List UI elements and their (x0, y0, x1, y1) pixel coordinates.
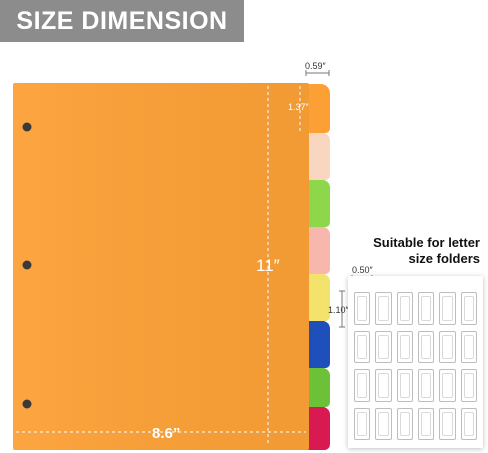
label-width-dimension-label: 0.50″ (352, 265, 373, 275)
divider-sheen (13, 83, 309, 450)
label-cell (354, 407, 371, 440)
label-cell (354, 330, 371, 363)
label-cell (439, 369, 456, 402)
binder-holes (22, 122, 32, 409)
label-cell (375, 369, 392, 402)
height-dimension-label: 11″ (256, 256, 280, 275)
label-grid (354, 292, 477, 440)
label-sheet (348, 276, 483, 448)
label-cell (354, 292, 371, 325)
label-cell (418, 369, 435, 402)
label-cell (439, 292, 456, 325)
label-info-text: Suitable for letter size folders (373, 235, 480, 267)
binder-hole-middle (22, 260, 32, 270)
label-cell (354, 369, 371, 402)
label-cell (418, 330, 435, 363)
label-info-line-1: Suitable for letter (373, 235, 480, 250)
tab-height-dimension-label: 1.37″ (288, 102, 309, 112)
label-cell (460, 330, 477, 363)
tab-width-dimension-label: 0.59″ (305, 61, 326, 71)
label-cell (460, 407, 477, 440)
label-cell (460, 369, 477, 402)
label-height-dimension-label: 1.10″ (328, 305, 349, 315)
page-title: SIZE DIMENSION (16, 6, 228, 35)
label-cell (439, 407, 456, 440)
dimension-guides (16, 86, 306, 446)
width-dimension-label: 8.6” (152, 425, 181, 442)
label-cell (460, 292, 477, 325)
label-info-line-2: size folders (408, 251, 480, 266)
binder-hole-bottom (22, 399, 32, 409)
label-cell (396, 292, 413, 325)
label-cell (418, 292, 435, 325)
label-cell (396, 330, 413, 363)
label-cell (396, 407, 413, 440)
label-cell (375, 292, 392, 325)
label-cell (418, 407, 435, 440)
label-cell (375, 407, 392, 440)
page-title-banner: SIZE DIMENSION (0, 0, 244, 42)
binder-hole-top (22, 122, 32, 132)
label-cell (375, 330, 392, 363)
label-cell (396, 369, 413, 402)
label-cell (439, 330, 456, 363)
